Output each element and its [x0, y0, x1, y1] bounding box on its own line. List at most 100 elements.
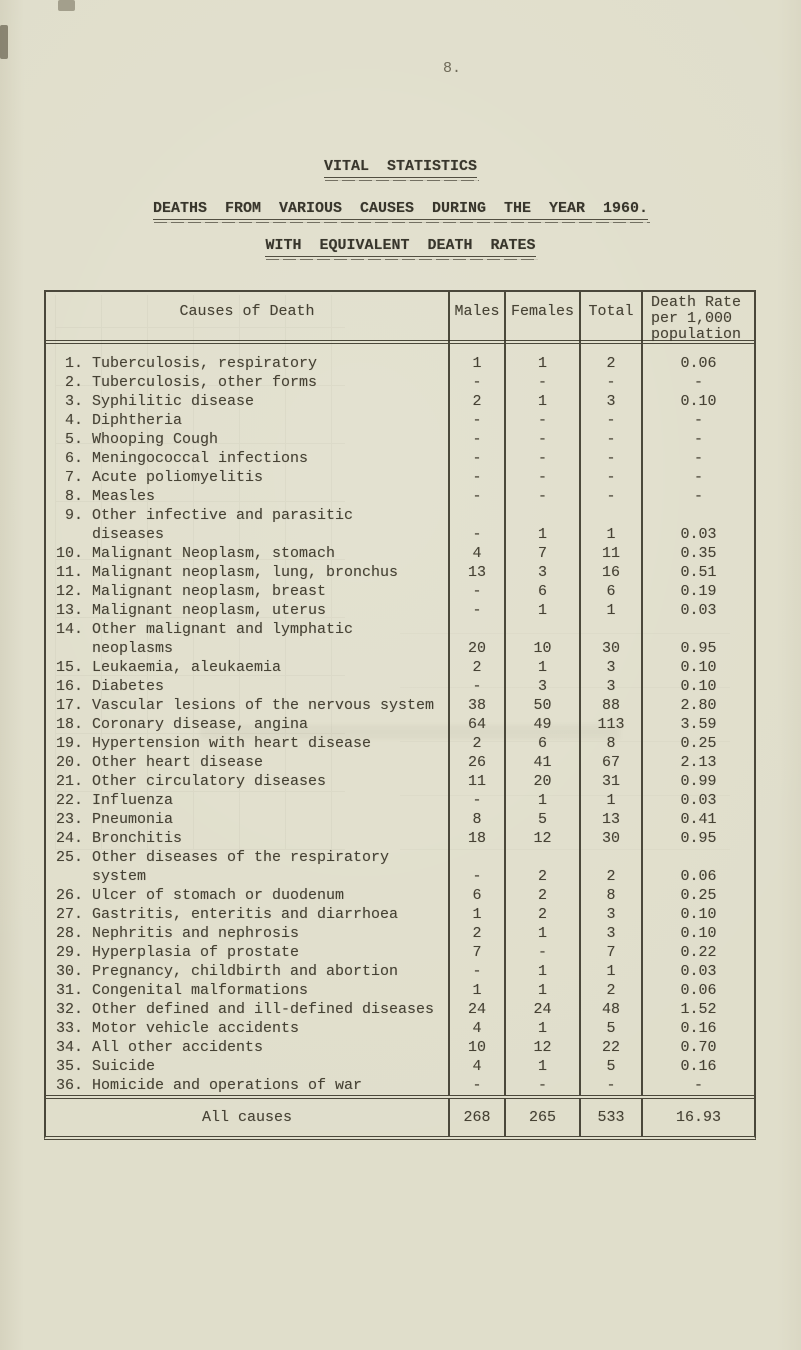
females-value: 3: [504, 677, 579, 696]
total-value: 2: [579, 848, 641, 886]
females-value: -: [504, 468, 579, 487]
table-row: 29. Hyperplasia of prostate 7 - 7 0.22: [46, 943, 754, 962]
row-label: 7. Acute poliomyelitis: [46, 468, 448, 487]
total-value: 11: [579, 544, 641, 563]
row-label: 31. Congenital malformations: [46, 981, 448, 1000]
death-rate-value: 3.59: [641, 715, 754, 734]
deaths-table: Causes of Death Males Females Total Deat…: [44, 290, 756, 1140]
total-value: 3: [579, 658, 641, 677]
footer-grand-total: 533: [579, 1099, 641, 1136]
females-value: 1: [504, 1019, 579, 1038]
footer-label: All causes: [201, 1109, 292, 1126]
page-subtitle-2: WITH EQUIVALENT DEATH RATES: [0, 237, 801, 260]
total-value: 3: [579, 677, 641, 696]
row-label: 17. Vascular lesions of the nervous syst…: [46, 696, 448, 715]
row-label: 18. Coronary disease, angina: [46, 715, 448, 734]
row-label-line-1: 5. Whooping Cough: [56, 431, 219, 448]
footer-males-total: 268: [448, 1099, 504, 1136]
row-label-line-1: 20. Other heart disease: [56, 754, 264, 771]
death-rate-value: 0.10: [641, 677, 754, 696]
row-label-line-1: 8. Measles: [56, 488, 156, 505]
death-rate-value: 0.16: [641, 1019, 754, 1038]
row-label-line-1: 35. Suicide: [56, 1058, 156, 1075]
death-rate-value: 0.10: [641, 905, 754, 924]
females-value: 2: [504, 905, 579, 924]
total-value: 16: [579, 563, 641, 582]
row-label: 1. Tuberculosis, respiratory: [46, 344, 448, 373]
females-value: 5: [504, 810, 579, 829]
footer-death-rate: 16.93: [641, 1099, 754, 1136]
total-value: 3: [579, 392, 641, 411]
table-row: 25. Other diseases of the respiratory sys…: [46, 848, 754, 886]
females-value: -: [504, 449, 579, 468]
females-value: -: [504, 943, 579, 962]
row-label-line-1: 1. Tuberculosis, respiratory: [56, 355, 318, 372]
death-rate-line-3: population: [651, 326, 742, 343]
males-value: -: [448, 430, 504, 449]
page-number: 8.: [443, 60, 462, 77]
row-label-line-1: 23. Pneumonia: [56, 811, 174, 828]
row-label-line-1: 12. Malignant neoplasm, breast: [56, 583, 327, 600]
death-rate-value: 0.25: [641, 886, 754, 905]
total-value: 8: [579, 886, 641, 905]
females-value: 7: [504, 544, 579, 563]
column-header-death-rate: Death Rate per 1,000 population: [641, 292, 754, 343]
males-value: 7: [448, 943, 504, 962]
total-value: 8: [579, 734, 641, 753]
table-row: 9. Other infective and parasitic diseases…: [46, 506, 754, 544]
total-value: 13: [579, 810, 641, 829]
table-row: 13. Malignant neoplasm, uterus - 1 1 0.0…: [46, 601, 754, 620]
females-value: 1: [504, 981, 579, 1000]
column-header-males: Males: [448, 292, 504, 343]
total-value: 88: [579, 696, 641, 715]
total-value: -: [579, 373, 641, 392]
males-value: 18: [448, 829, 504, 848]
row-label: 24. Bronchitis: [46, 829, 448, 848]
row-label: 16. Diabetes: [46, 677, 448, 696]
males-value: 4: [448, 1019, 504, 1038]
death-rate-value: 0.25: [641, 734, 754, 753]
row-label-line-1: 25. Other diseases of the respiratory: [56, 849, 390, 866]
row-label: 19. Hypertension with heart disease: [46, 734, 448, 753]
table-row: 28. Nephritis and nephrosis 2 1 3 0.10: [46, 924, 754, 943]
males-value: 2: [448, 734, 504, 753]
death-rate-value: 0.03: [641, 506, 754, 544]
females-value: 2: [504, 886, 579, 905]
table-row: 30. Pregnancy, childbirth and abortion -…: [46, 962, 754, 981]
males-value: -: [448, 487, 504, 506]
males-value: 2: [448, 658, 504, 677]
table-row: 20. Other heart disease 26 41 67 2.13: [46, 753, 754, 772]
males-value: 4: [448, 1057, 504, 1076]
table-row: 3. Syphilitic disease 2 1 3 0.10: [46, 392, 754, 411]
death-rate-value: 0.41: [641, 810, 754, 829]
row-label: 3. Syphilitic disease: [46, 392, 448, 411]
row-label: 28. Nephritis and nephrosis: [46, 924, 448, 943]
females-value: -: [504, 373, 579, 392]
total-value: -: [579, 449, 641, 468]
total-value: 2: [579, 981, 641, 1000]
total-value: 2: [579, 344, 641, 373]
row-label-line-1: 29. Hyperplasia of prostate: [56, 944, 300, 961]
death-rate-value: -: [641, 430, 754, 449]
row-label: 23. Pneumonia: [46, 810, 448, 829]
table-row: 5. Whooping Cough - - - -: [46, 430, 754, 449]
row-label-line-1: 16. Diabetes: [56, 678, 165, 695]
death-rate-line-1: Death Rate: [651, 294, 742, 311]
females-value: 41: [504, 753, 579, 772]
females-value: 1: [504, 1057, 579, 1076]
row-label: 27. Gastritis, enteritis and diarrhoea: [46, 905, 448, 924]
males-value: 10: [448, 1038, 504, 1057]
males-value: 2: [448, 924, 504, 943]
total-value: 113: [579, 715, 641, 734]
table-row: 19. Hypertension with heart disease 2 6 …: [46, 734, 754, 753]
females-value: 6: [504, 582, 579, 601]
table-row: 27. Gastritis, enteritis and diarrhoea 1…: [46, 905, 754, 924]
females-value: 50: [504, 696, 579, 715]
males-value: -: [448, 506, 504, 544]
row-label-line-1: 33. Motor vehicle accidents: [56, 1020, 300, 1037]
row-label-line-1: 17. Vascular lesions of the nervous syst…: [56, 697, 435, 714]
row-label-line-1: 21. Other circulatory diseases: [56, 773, 327, 790]
males-value: -: [448, 791, 504, 810]
table-row: 8. Measles - - - -: [46, 487, 754, 506]
females-value: 1: [504, 344, 579, 373]
